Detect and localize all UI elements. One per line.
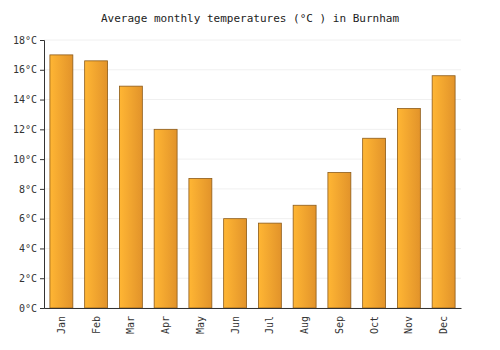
y-tick: 14°C — [13, 94, 44, 105]
y-tick-label: 16°C — [13, 64, 37, 75]
bar — [397, 108, 420, 308]
x-tick: Apr — [160, 316, 171, 334]
bar — [119, 86, 142, 308]
y-tick-mark — [40, 278, 44, 279]
x-tick: Jul — [264, 316, 275, 334]
y-tick: 4°C — [19, 243, 44, 254]
x-tick-label: Nov — [403, 316, 414, 334]
x-tick-label: Jan — [56, 316, 67, 334]
x-tick-label: Jul — [264, 316, 275, 334]
y-tick: 2°C — [19, 273, 44, 284]
y-tick: 18°C — [13, 35, 44, 46]
bar — [154, 129, 177, 308]
bar — [85, 61, 108, 308]
y-tick-mark — [40, 100, 44, 101]
x-tick: May — [195, 316, 206, 334]
x-tick-label: May — [195, 316, 206, 334]
plot: 0°C 2°C 4°C 6°C 8°C 10°C 12°C 14°C 16°C 18°C Jan Fe… — [13, 35, 462, 334]
x-tick: Jun — [230, 316, 241, 334]
x-tick: Mar — [125, 316, 136, 334]
chart-svg: Average monthly temperatures (°C ) in Bu… — [0, 0, 500, 350]
y-tick-label: 10°C — [13, 154, 37, 165]
y-tick-mark — [40, 189, 44, 190]
x-tick: Oct — [369, 316, 380, 334]
x-tick-label: Apr — [160, 316, 171, 334]
chart-title: Average monthly temperatures (°C ) in Bu… — [101, 12, 399, 25]
x-tick: Jan — [56, 316, 67, 334]
y-tick-label: 0°C — [19, 303, 37, 314]
y-tick-label: 12°C — [13, 124, 37, 135]
bar — [258, 223, 281, 308]
x-tick: Nov — [403, 316, 414, 334]
y-tick: 8°C — [19, 184, 44, 195]
y-tick: 10°C — [13, 154, 44, 165]
x-axis: Jan Feb Mar Apr May Jun Jul Aug Sep Oct Nov Dec — [45, 309, 462, 335]
y-tick-mark — [40, 219, 44, 220]
y-tick-label: 8°C — [19, 184, 37, 195]
x-tick: Sep — [334, 316, 345, 334]
bar — [189, 178, 212, 308]
x-tick: Aug — [299, 316, 310, 334]
y-tick: 0°C — [19, 303, 44, 314]
x-axis-line — [45, 308, 462, 309]
bar — [224, 219, 247, 308]
bar — [50, 55, 73, 308]
bar — [293, 205, 316, 308]
grid — [44, 40, 461, 308]
y-tick-mark — [40, 159, 44, 160]
chart-container: Average monthly temperatures (°C ) in Bu… — [0, 0, 500, 350]
x-tick: Feb — [91, 316, 102, 334]
x-tick-label: Sep — [334, 316, 345, 334]
y-tick-label: 6°C — [19, 213, 37, 224]
bars — [50, 55, 455, 308]
x-tick-label: Dec — [438, 316, 449, 334]
x-tick-label: Oct — [369, 316, 380, 334]
y-tick: 12°C — [13, 124, 44, 135]
y-tick-mark — [40, 70, 44, 71]
y-tick-mark — [40, 40, 44, 41]
x-tick-label: Aug — [299, 316, 310, 334]
y-tick-mark — [40, 129, 44, 130]
y-tick-mark — [40, 308, 44, 309]
bar — [328, 173, 351, 308]
y-tick-label: 14°C — [13, 94, 37, 105]
y-tick-label: 18°C — [13, 35, 37, 46]
y-axis: 0°C 2°C 4°C 6°C 8°C 10°C 12°C 14°C 16°C 18°C — [13, 35, 45, 314]
bar — [432, 76, 455, 308]
x-tick-label: Jun — [230, 316, 241, 334]
y-tick-label: 2°C — [19, 273, 37, 284]
y-tick: 16°C — [13, 64, 44, 75]
x-tick-label: Feb — [91, 316, 102, 334]
grid-line — [44, 40, 461, 41]
y-tick: 6°C — [19, 213, 44, 224]
y-tick-mark — [40, 248, 44, 249]
x-tick-label: Mar — [125, 316, 136, 334]
y-tick-label: 4°C — [19, 243, 37, 254]
bar — [363, 138, 386, 308]
y-axis-line — [40, 41, 45, 309]
x-tick: Dec — [438, 316, 449, 334]
